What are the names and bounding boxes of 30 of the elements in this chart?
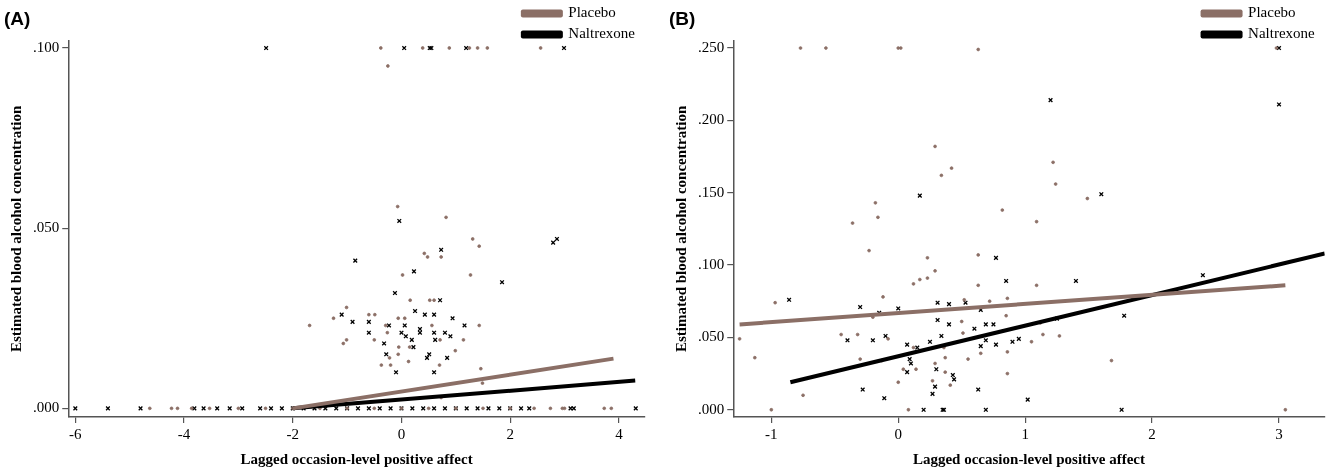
x-tick-label: 0 — [397, 425, 406, 442]
x-tick-label: -4 — [177, 425, 191, 442]
legend-label: Naltrexone — [1248, 25, 1316, 42]
y-tick-label: .050 — [698, 328, 725, 345]
x-tick-label: 1 — [1021, 425, 1029, 442]
x-tick-label: 4 — [615, 425, 624, 442]
y-tick-label: .100 — [33, 38, 60, 55]
x-tick-label: -6 — [69, 425, 83, 442]
y-tick-label: .000 — [698, 400, 725, 417]
chart-title: (A) — [4, 7, 31, 29]
legend-label: Naltrexone — [568, 25, 636, 42]
x-tick-label: 2 — [1148, 425, 1156, 442]
y-tick-label: .250 — [698, 38, 725, 55]
y-tick-label: .150 — [698, 183, 725, 200]
y-tick-label: .000 — [33, 399, 60, 416]
legend-label: Placebo — [1248, 4, 1296, 21]
legend-label: Placebo — [568, 4, 616, 21]
x-tick-label: 2 — [506, 425, 514, 442]
x-tick-label: -2 — [286, 425, 299, 442]
y-tick-label: .100 — [698, 256, 725, 273]
x-tick-label: -1 — [765, 425, 778, 442]
y-tick-label: .050 — [33, 219, 60, 236]
x-tick-label: 3 — [1275, 425, 1283, 442]
x-tick-label: 0 — [894, 425, 902, 442]
x-axis-title: Lagged occasion-level positive affect — [240, 450, 473, 467]
y-axis-title: Estimated blood alcohol concentration — [7, 105, 24, 353]
chart-title: (B) — [669, 7, 696, 29]
y-tick-label: .200 — [698, 111, 725, 128]
x-axis-title: Lagged occasion-level positive affect — [912, 450, 1145, 467]
y-axis-title: Estimated blood alcohol concentration — [672, 105, 689, 353]
